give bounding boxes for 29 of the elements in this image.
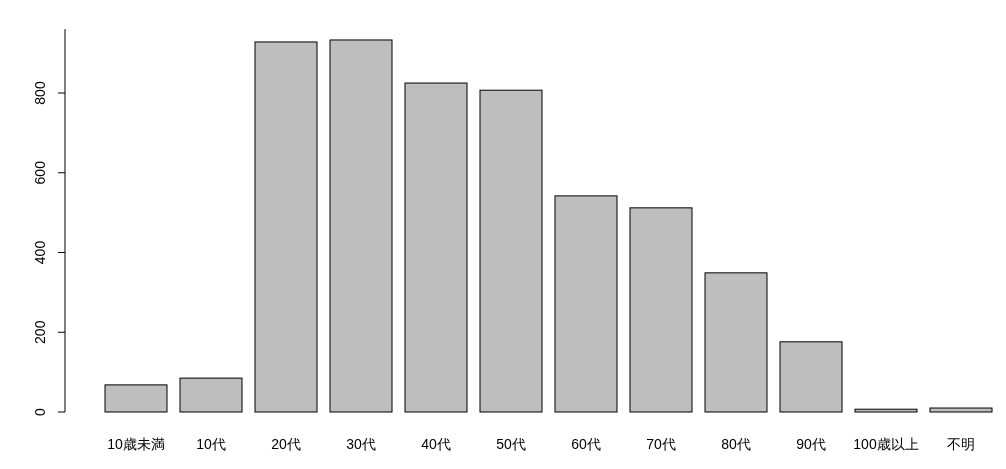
bar <box>104 384 168 413</box>
bar <box>329 39 393 413</box>
x-tick-label: 60代 <box>571 436 601 452</box>
bar <box>704 272 768 413</box>
x-tick-label: 不明 <box>947 436 975 452</box>
bar <box>554 195 618 413</box>
x-tick-label: 50代 <box>496 436 526 452</box>
x-tick-label: 90代 <box>796 436 826 452</box>
bar <box>779 341 843 413</box>
y-tick-label: 0 <box>32 407 48 416</box>
y-tick-label: 200 <box>32 320 48 344</box>
bar <box>479 89 543 413</box>
x-tick-label: 40代 <box>421 436 451 452</box>
x-tick-label: 30代 <box>346 436 376 452</box>
bar <box>179 377 243 413</box>
x-tick-label: 20代 <box>271 436 301 452</box>
x-tick-label: 80代 <box>721 436 751 452</box>
y-tick-label: 800 <box>32 81 48 105</box>
x-tick-label: 70代 <box>646 436 676 452</box>
bar <box>629 207 693 413</box>
x-tick-label: 100歳以上 <box>853 436 919 452</box>
bar <box>854 408 918 413</box>
x-tick-label: 10代 <box>196 436 226 452</box>
y-tick-label: 400 <box>32 240 48 265</box>
bar <box>404 82 468 413</box>
bar <box>254 41 318 413</box>
y-tick-label: 600 <box>32 160 48 185</box>
x-tick-label: 10歳未満 <box>107 436 165 452</box>
bar <box>929 407 993 413</box>
